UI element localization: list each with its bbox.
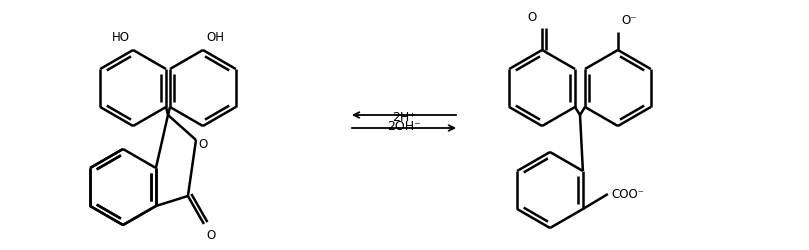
Text: 2H⁺: 2H⁺: [392, 111, 416, 124]
Text: O: O: [206, 229, 215, 242]
Text: 2OH⁻: 2OH⁻: [388, 120, 421, 133]
Text: O⁻: O⁻: [621, 14, 637, 27]
Text: COO⁻: COO⁻: [611, 188, 644, 200]
Text: O: O: [198, 138, 207, 151]
Text: OH: OH: [206, 31, 224, 44]
Text: HO: HO: [112, 31, 130, 44]
Text: O: O: [527, 11, 537, 24]
